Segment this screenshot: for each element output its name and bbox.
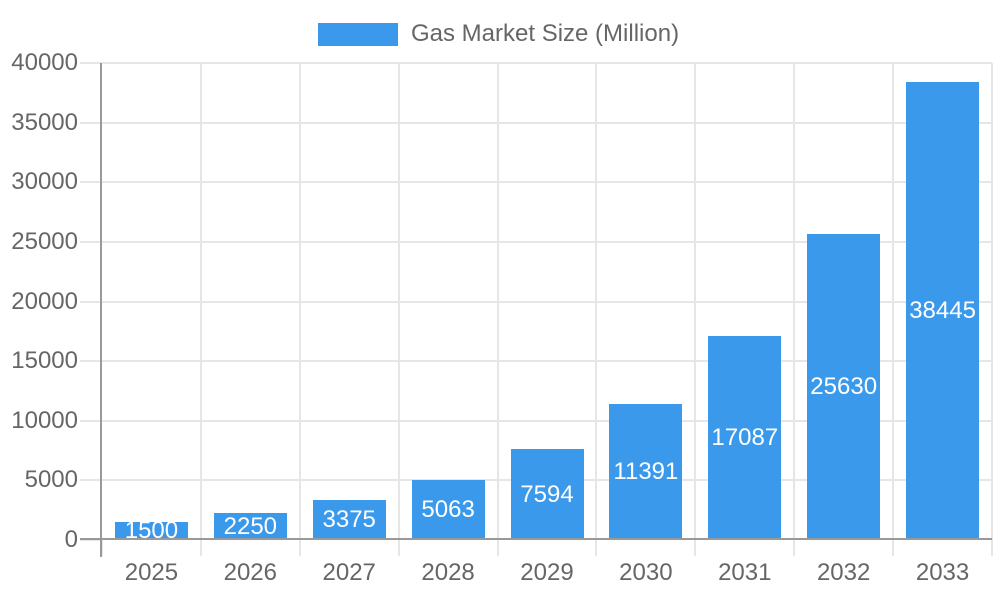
y-axis-label-20000: 20000 xyxy=(11,287,78,315)
legend-item[interactable]: Gas Market Size (Million) xyxy=(318,20,679,48)
bar-cell-2026: 2250 xyxy=(201,63,300,540)
v-gridline-4 xyxy=(496,63,499,540)
y-tick-20000 xyxy=(80,300,102,303)
v-gridline-3 xyxy=(397,63,400,540)
x-axis-label-2029: 2029 xyxy=(520,559,574,586)
bar-value-label: 5063 xyxy=(421,495,475,523)
bar-value-label: 38445 xyxy=(909,296,976,324)
bar-value-label: 7594 xyxy=(520,480,574,508)
bar-value-label: 2250 xyxy=(223,512,278,540)
bar-2029[interactable]: 7594 xyxy=(510,449,584,540)
y-axis-label-10000: 10000 xyxy=(11,406,78,434)
y-axis-label-0: 0 xyxy=(64,526,78,553)
legend-label: Gas Market Size (Million) xyxy=(411,20,680,47)
v-gridline-7 xyxy=(793,63,796,540)
bar-2032[interactable]: 25630 xyxy=(807,234,881,540)
x-tick-4 xyxy=(496,540,499,556)
bar-series: 1500 2250 3375 5063 7594 11391 17087 25630 38445 xyxy=(102,63,992,543)
h-gridline-25000 xyxy=(102,240,992,243)
x-tick-1 xyxy=(199,540,202,556)
x-tick-9 xyxy=(991,540,993,556)
y-axis-label-5000: 5000 xyxy=(24,466,78,494)
bar-cell-2025: 1500 xyxy=(102,63,201,543)
y-tick-35000 xyxy=(80,121,102,124)
bar-2030[interactable]: 11391 xyxy=(609,404,683,540)
h-gridline-35000 xyxy=(102,121,992,124)
x-tick-8 xyxy=(892,540,895,556)
x-axis-label-2025: 2025 xyxy=(124,559,179,586)
y-axis-label-15000: 15000 xyxy=(11,347,78,375)
x-tick-6 xyxy=(694,540,697,556)
bar-cell-2031: 17087 xyxy=(695,63,794,540)
y-tick-0 xyxy=(80,539,102,541)
x-tick-2 xyxy=(298,540,301,556)
x-axis-label-2030: 2030 xyxy=(619,559,673,586)
x-tick-7 xyxy=(793,540,796,556)
v-gridline-1 xyxy=(199,63,202,540)
x-tick-5 xyxy=(595,540,598,556)
v-gridline-2 xyxy=(298,63,301,540)
bar-cell-2028: 5063 xyxy=(399,63,498,540)
x-axis-line xyxy=(80,538,992,540)
y-axis-label-35000: 35000 xyxy=(11,108,78,136)
y-tick-40000 xyxy=(80,62,102,64)
x-axis-label-2027: 2027 xyxy=(322,559,376,586)
bar-2027[interactable]: 3375 xyxy=(312,499,386,540)
v-gridline-5 xyxy=(595,63,598,540)
bar-2028[interactable]: 5063 xyxy=(411,479,485,540)
x-tick-0 xyxy=(101,540,103,556)
bar-2033[interactable]: 38445 xyxy=(906,81,980,540)
bar-2026[interactable]: 2250 xyxy=(213,512,287,540)
x-axis-label-2028: 2028 xyxy=(421,559,475,586)
legend-swatch-icon xyxy=(318,22,398,46)
x-tick-3 xyxy=(397,540,400,556)
bar-cell-2027: 3375 xyxy=(300,63,399,540)
h-gridline-15000 xyxy=(102,360,992,363)
y-tick-10000 xyxy=(80,419,102,422)
y-axis-label-25000: 25000 xyxy=(11,227,78,255)
bar-value-label: 25630 xyxy=(810,373,878,401)
v-gridline-6 xyxy=(694,63,697,540)
bar-2031[interactable]: 17087 xyxy=(708,336,782,540)
v-gridline-8 xyxy=(892,63,895,540)
bar-value-label: 17087 xyxy=(711,424,779,452)
bar-value-label: 3375 xyxy=(322,505,376,533)
plot-area: 1500 2250 3375 5063 7594 11391 17087 25630 38445 xyxy=(102,62,993,543)
bar-cell-2030: 11391 xyxy=(596,63,695,540)
h-gridline-30000 xyxy=(102,181,992,184)
x-axis-label-2033: 2033 xyxy=(915,559,970,586)
y-tick-30000 xyxy=(80,181,102,184)
bar-cell-2033: 38445 xyxy=(893,63,992,540)
y-tick-15000 xyxy=(80,360,102,363)
y-axis-label-40000: 40000 xyxy=(11,49,78,76)
y-tick-5000 xyxy=(80,479,102,482)
h-gridline-20000 xyxy=(102,300,992,303)
x-axis-label-2032: 2032 xyxy=(816,559,871,586)
bar-cell-2029: 7594 xyxy=(498,63,597,540)
y-axis-line xyxy=(100,63,102,557)
h-gridline-10000 xyxy=(102,419,992,422)
x-axis-label-2026: 2026 xyxy=(223,559,277,586)
x-axis-label-2031: 2031 xyxy=(718,559,772,586)
y-tick-25000 xyxy=(80,240,102,243)
bar-cell-2032: 25630 xyxy=(794,63,893,540)
bar-value-label: 11391 xyxy=(613,458,679,486)
y-axis-label-30000: 30000 xyxy=(11,168,78,196)
v-gridline-9 xyxy=(991,63,993,540)
h-gridline-40000 xyxy=(102,62,992,64)
